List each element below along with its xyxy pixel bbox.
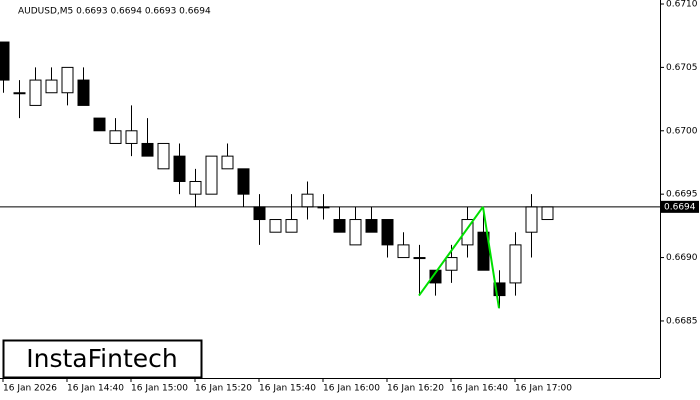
candle-body xyxy=(141,142,154,157)
x-tick-label: 16 Jan 17:00 xyxy=(515,384,572,394)
candle-body xyxy=(493,282,506,297)
candle-body xyxy=(541,206,554,221)
candle-body xyxy=(429,269,442,284)
y-tick-label: 0.6685 xyxy=(666,316,698,326)
candle-body xyxy=(189,180,202,195)
candle-body xyxy=(301,193,314,208)
candle-body xyxy=(461,219,474,246)
logo: InstaFintech xyxy=(26,344,178,373)
y-tick-label: 0.6710 xyxy=(666,0,698,10)
y-tick-label: 0.6705 xyxy=(666,63,698,73)
x-tick-label: 16 Jan 15:00 xyxy=(131,384,188,394)
logo-box xyxy=(2,339,203,379)
pattern-line xyxy=(418,206,484,297)
candle-body xyxy=(61,66,74,94)
chart-title: AUDUSD,M5 0.6693 0.6694 0.6693 0.6694 xyxy=(18,7,211,17)
candle-body xyxy=(381,219,394,246)
candle-body xyxy=(109,130,122,144)
candle-body xyxy=(445,257,458,271)
candle-body xyxy=(237,168,250,195)
x-tick-label: 16 Jan 16:20 xyxy=(387,384,444,394)
candle-body xyxy=(173,155,186,182)
x-tick-label: 16 Jan 2026 xyxy=(3,384,57,394)
candle-body xyxy=(205,155,218,195)
candle-body xyxy=(269,219,282,233)
candle-body xyxy=(349,219,362,246)
candle-body xyxy=(253,206,266,221)
candle-body xyxy=(77,79,90,106)
candle-body xyxy=(125,130,138,144)
price-label: 0.6694 xyxy=(664,202,696,212)
price-label-box xyxy=(661,200,699,213)
candle-body xyxy=(365,219,378,233)
y-tick-label: 0.6690 xyxy=(666,253,698,263)
candle-body xyxy=(397,244,410,259)
candle-body xyxy=(29,79,42,106)
candle-body xyxy=(45,79,58,94)
y-tick-label: 0.6695 xyxy=(666,190,698,200)
candle-body xyxy=(525,206,538,233)
candle-body xyxy=(333,219,346,233)
y-tick-label: 0.6700 xyxy=(666,126,698,136)
candle-body xyxy=(285,219,298,233)
x-tick-label: 16 Jan 15:40 xyxy=(259,384,316,394)
candle-body xyxy=(13,92,26,95)
candle-body xyxy=(413,257,426,260)
candle-body xyxy=(93,117,106,132)
x-tick-label: 16 Jan 16:40 xyxy=(451,384,508,394)
x-tick-label: 16 Jan 16:00 xyxy=(323,384,380,394)
candle-body xyxy=(0,41,10,81)
candle-body xyxy=(157,142,170,170)
candle-body xyxy=(509,244,522,284)
x-tick-label: 16 Jan 15:20 xyxy=(195,384,252,394)
candle-body xyxy=(221,155,234,170)
pattern-line xyxy=(482,206,500,309)
x-tick-label: 16 Jan 14:40 xyxy=(67,384,124,394)
